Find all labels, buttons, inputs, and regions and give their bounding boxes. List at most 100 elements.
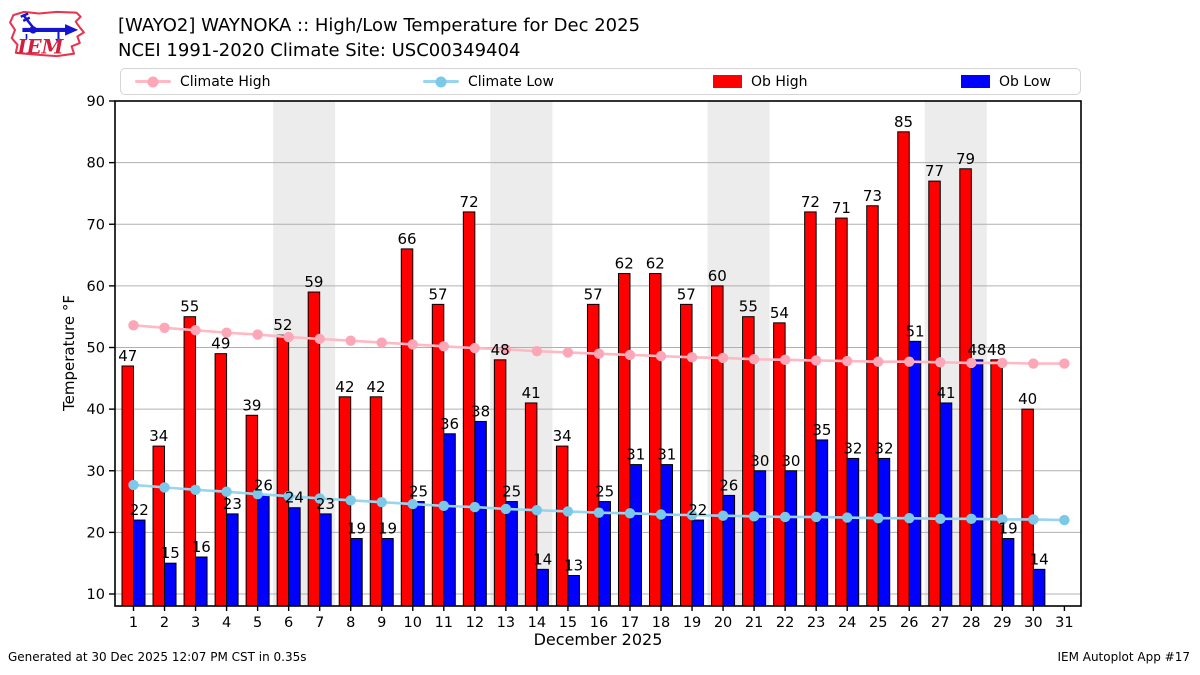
climate-dot: [252, 329, 263, 340]
ob-low-bar: [567, 575, 580, 607]
climate-dot: [873, 356, 884, 367]
ob-high-bar: [617, 273, 631, 607]
climate-dot: [841, 512, 853, 523]
climate-dot: [221, 486, 232, 497]
x-tick-label: 4: [222, 615, 231, 631]
climate-dot: [345, 335, 356, 346]
bar-value-label: 57: [677, 285, 696, 303]
bar-value-label: 32: [874, 439, 893, 457]
bar-value-label: 47: [118, 347, 137, 365]
climate-dot: [283, 490, 294, 502]
value-labels: 47 22 34 15 55 16 49 23 39 26 52 24 59 23 42 19 42 19 66 25…: [118, 113, 1048, 575]
bar-value-label: 15: [161, 544, 180, 562]
y-tick-label: 80: [87, 156, 105, 172]
bar-value-label: 24: [285, 489, 304, 507]
climate-dot: [997, 514, 1008, 525]
climate-dot: [562, 347, 574, 358]
bar-value-label: 23: [316, 495, 335, 513]
climate-dot: [562, 506, 574, 517]
y-tick-label: 20: [87, 525, 105, 541]
y-tick-label: 50: [87, 341, 105, 357]
climate-dot: [624, 349, 636, 361]
climate-dot: [283, 331, 294, 343]
climate-dot: [686, 509, 698, 521]
bar-value-label: 40: [1018, 390, 1037, 408]
bar-value-label: 71: [832, 199, 851, 217]
x-tick-label: 14: [528, 615, 546, 631]
climate-dot: [935, 357, 946, 368]
chart-title: [WAYO2] WAYNOKA :: High/Low Temperature …: [118, 15, 641, 36]
legend-label: Climate Low: [468, 73, 554, 90]
climate-dot: [810, 511, 822, 523]
bar-value-label: 25: [595, 483, 614, 501]
bar-value-label: 22: [130, 501, 149, 519]
y-tick-label: 70: [87, 217, 105, 233]
bar-value-label: 38: [471, 402, 490, 420]
climate-dot: [345, 495, 356, 506]
y-tick-label: 40: [87, 402, 105, 418]
climate-dot: [252, 488, 263, 500]
ob-high-bar: [711, 285, 724, 607]
climate-dot: [624, 508, 636, 519]
ob-high-bar: [649, 273, 662, 607]
climate-dot: [810, 355, 822, 366]
bar-value-label: 19: [347, 520, 366, 538]
ob-low-bar: [784, 470, 798, 607]
x-tick-label: 31: [1055, 615, 1073, 631]
bar-value-label: 39: [242, 396, 261, 414]
ob-high-bar: [524, 402, 538, 607]
climate-high-line-marker-icon: [135, 76, 171, 87]
x-tick-label: 21: [745, 615, 763, 631]
x-tick-label: 26: [900, 615, 918, 631]
bar-value-label: 34: [553, 427, 572, 445]
bar-value-label: 54: [770, 304, 789, 322]
ob-low-bar: [505, 501, 518, 607]
x-tick-label: 23: [807, 615, 825, 631]
legend-label: Ob High: [751, 73, 808, 90]
climate-dot: [717, 510, 729, 521]
climate-dot: [376, 337, 387, 348]
bar-value-label: 72: [801, 193, 820, 211]
bar-value-label: 49: [211, 335, 230, 353]
bar-value-label: 35: [812, 421, 831, 439]
climate-dot: [190, 484, 201, 496]
x-tick-label: 3: [191, 615, 200, 631]
x-tick-label: 29: [993, 615, 1011, 631]
ob-high-bar: [152, 445, 166, 607]
logo-text: IEM: [16, 36, 64, 59]
legend-item-ob-low: Ob Low: [961, 69, 1051, 94]
ob-high-bar: [680, 303, 693, 607]
plot-frame: [114, 100, 1082, 607]
ob-high-bar: [183, 316, 197, 607]
bar-value-label: 85: [894, 113, 913, 131]
climate-dot: [655, 509, 667, 520]
y-tick-label: 10: [87, 587, 105, 603]
bar-value-label: 72: [460, 193, 479, 211]
climate-dot: [748, 511, 760, 522]
bar-value-label: 52: [273, 316, 292, 334]
bar-value-label: 31: [626, 446, 645, 464]
chart-subtitle: NCEI 1991-2020 Climate Site: USC00349404: [118, 40, 521, 61]
climate-dot: [314, 493, 325, 504]
climate-dot: [221, 327, 232, 338]
ob-high-bar: [897, 131, 910, 607]
bar-value-label: 22: [688, 501, 707, 519]
x-tick-label: 17: [621, 615, 639, 631]
climate-dot: [500, 503, 512, 515]
ob-high-bar: [835, 217, 848, 607]
x-tick-label: 25: [869, 615, 887, 631]
climate-dot: [966, 513, 977, 525]
climate-dot: [904, 356, 915, 367]
ob-high-bar: [555, 445, 569, 607]
ob-high-bar: [804, 211, 817, 607]
bar-value-label: 26: [254, 476, 273, 494]
ob-low-bar: [846, 457, 860, 607]
climate-dot: [1059, 358, 1070, 369]
bar-value-label: 14: [1030, 550, 1049, 568]
bar-value-label: 32: [843, 439, 862, 457]
y-tick-label: 90: [87, 94, 105, 110]
climate-dot: [500, 344, 512, 355]
bar-value-label: 34: [149, 427, 168, 445]
ob-low-bar: [753, 470, 767, 607]
ob-low-bar: [474, 420, 487, 607]
